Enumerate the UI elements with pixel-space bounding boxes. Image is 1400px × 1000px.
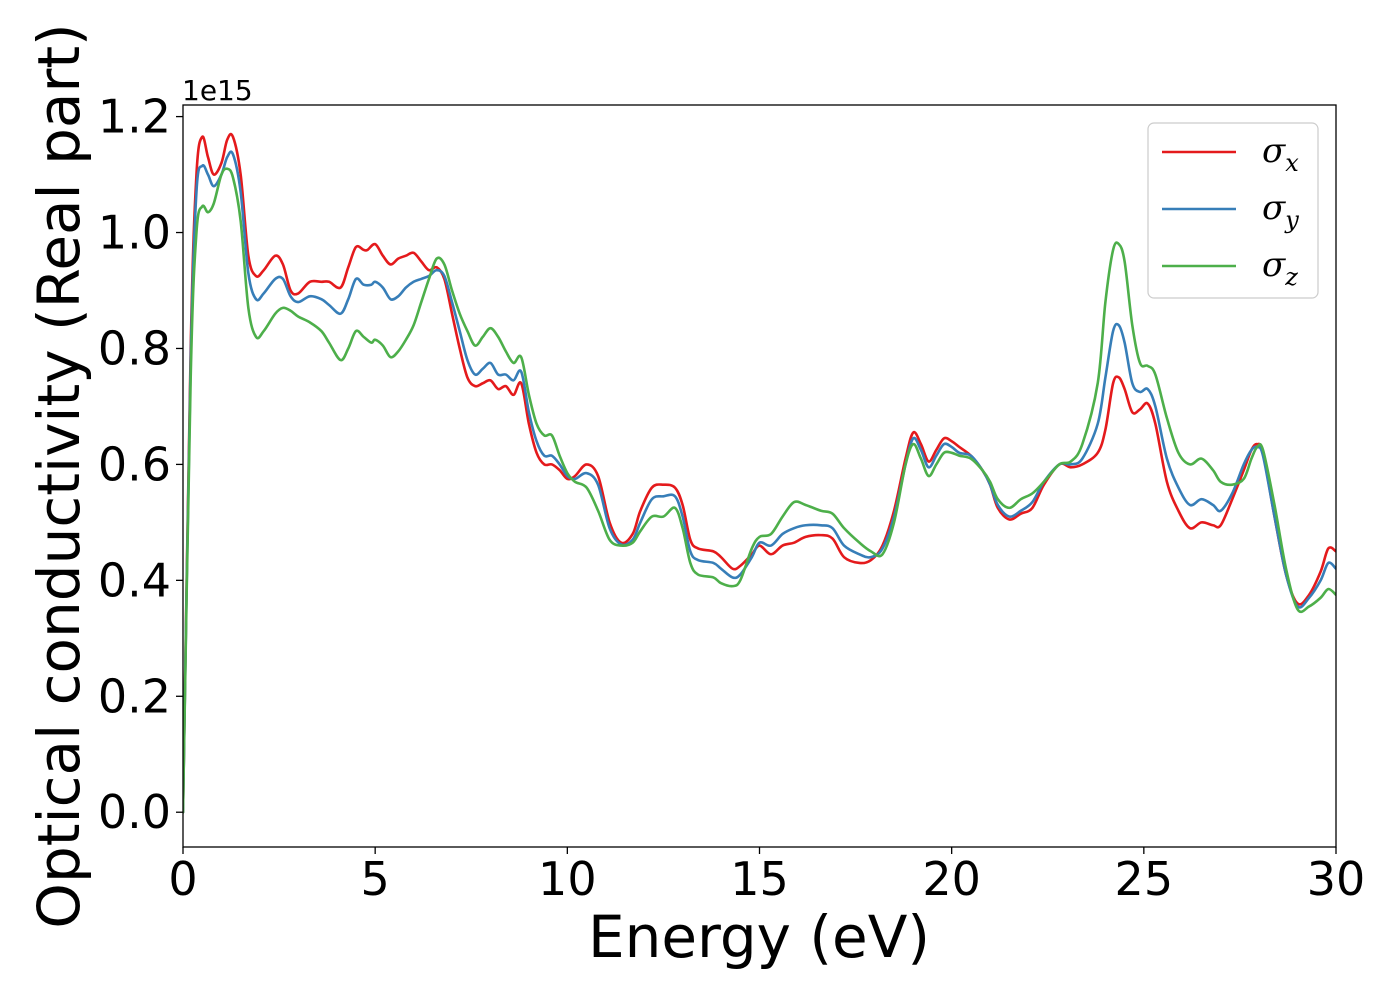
legend-label-sigma-y: σy	[1262, 188, 1299, 234]
y-axis: 0.0 0.2 0.4 0.6 0.8 1.0 1.2	[98, 90, 183, 839]
y-tick-label: 0.4	[98, 553, 171, 607]
y-tick-label: 0.6	[98, 437, 171, 491]
y-tick-label: 0.2	[98, 669, 171, 723]
legend-frame	[1147, 122, 1319, 299]
legend: σx σy σz	[1147, 122, 1319, 299]
x-tick-label: 0	[168, 852, 197, 906]
y-tick-label: 0.0	[98, 785, 171, 839]
y-tick-label: 1.2	[98, 90, 171, 144]
series-line-sigma-z	[183, 167, 1336, 814]
x-tick-label: 20	[922, 852, 981, 906]
x-tick-label: 30	[1307, 852, 1366, 906]
x-axis-title: Energy (eV)	[588, 903, 930, 971]
series-layer	[183, 132, 1336, 814]
x-tick-label: 15	[730, 852, 789, 906]
y-axis-title: Optical conductivity (Real part)	[25, 23, 93, 928]
legend-label-sigma-x: σx	[1262, 131, 1299, 177]
series-line-sigma-x	[183, 132, 1336, 814]
x-axis: 0 5 10 15 20 25 30	[168, 847, 1365, 906]
y-tick-label: 1.0	[98, 206, 171, 260]
plot-area	[183, 105, 1336, 847]
y-axis-offset-label: 1e15	[182, 74, 253, 107]
legend-label-sigma-z: σz	[1262, 245, 1298, 291]
x-tick-label: 5	[361, 852, 390, 906]
series-line-sigma-y	[183, 150, 1336, 814]
y-tick-label: 0.8	[98, 321, 171, 375]
x-tick-label: 25	[1115, 852, 1174, 906]
x-tick-label: 10	[538, 852, 597, 906]
